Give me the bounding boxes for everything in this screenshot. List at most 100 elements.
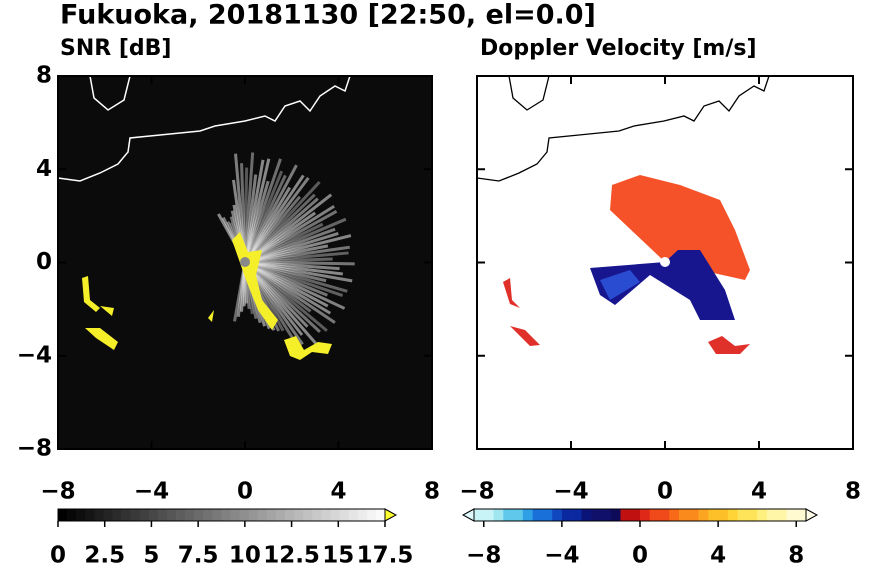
- colorbar-segment: [669, 509, 680, 521]
- colorbar-segment: [552, 509, 563, 521]
- x-tick-label: 8: [845, 479, 861, 505]
- x-tick-label: 8: [424, 479, 440, 505]
- colorbar-segment: [503, 509, 514, 521]
- colorbar-label: 0: [50, 543, 66, 569]
- colorbar-segment: [357, 509, 368, 521]
- colorbar-segment: [139, 509, 150, 521]
- colorbar-label: 10: [229, 543, 261, 569]
- colorbar-segment: [185, 509, 195, 521]
- echo-negative: [590, 250, 735, 320]
- x-tick-label: 0: [237, 479, 253, 505]
- colorbar-label: 5: [143, 543, 159, 569]
- colorbar-segment: [276, 509, 286, 521]
- colorbar-label: 4: [710, 543, 726, 569]
- colorbar-label: 2.5: [84, 543, 125, 569]
- colorbar-extend: [384, 508, 398, 522]
- colorbar-segment: [285, 509, 295, 521]
- colorbar-segment: [85, 509, 95, 521]
- colorbar-segment: [330, 509, 340, 521]
- coastline: [89, 75, 131, 111]
- colorbar-frame: [57, 508, 386, 522]
- colorbar-segment: [176, 509, 186, 521]
- colorbar-segment: [796, 509, 807, 521]
- colorbar-segment: [483, 509, 494, 521]
- colorbar-extend: [805, 508, 819, 522]
- colorbar-segment: [366, 509, 377, 521]
- radar-site: [240, 257, 250, 267]
- echo-blob: [208, 310, 214, 322]
- colorbar-segment: [727, 509, 738, 521]
- colorbar-segment: [294, 509, 304, 521]
- panel-title: Doppler Velocity [m/s]: [480, 36, 757, 61]
- colorbar-segment: [112, 509, 122, 521]
- colorbar-segment: [766, 509, 778, 521]
- echo-blob: [82, 276, 100, 312]
- colorbar-segment: [610, 509, 621, 521]
- colorbar-segment: [493, 509, 504, 521]
- colorbar-label: 17.5: [357, 543, 414, 569]
- colorbar-segment: [94, 509, 104, 521]
- colorbar-segment: [167, 509, 177, 521]
- colorbar-segment: [571, 509, 582, 521]
- colorbar-segment: [522, 509, 533, 521]
- colorbar-segment: [513, 509, 524, 521]
- colorbar-segment: [649, 509, 660, 521]
- y-tick-label: 8: [36, 63, 52, 89]
- colorbar-segment: [591, 509, 602, 521]
- echo-positive: [503, 278, 750, 354]
- colorbar-segment: [212, 509, 222, 521]
- colorbar-segment: [348, 509, 359, 521]
- colorbar-segment: [257, 509, 268, 521]
- colorbar-label: −8: [466, 543, 501, 569]
- x-tick-label: 4: [751, 479, 767, 505]
- colorbar-label: 12.5: [263, 543, 320, 569]
- colorbar-segment: [67, 509, 77, 521]
- colorbar-segment: [698, 509, 709, 521]
- colorbar-label: −4: [544, 543, 579, 569]
- y-tick-label: −4: [17, 342, 52, 368]
- colorbar-segment: [786, 509, 797, 521]
- colorbar-segment: [708, 509, 719, 521]
- colorbar-segment: [542, 509, 553, 521]
- colorbar-segment: [121, 509, 131, 521]
- echo-positive: [610, 175, 750, 280]
- colorbar-segment: [58, 509, 68, 521]
- colorbar-segment: [532, 509, 543, 521]
- y-tick-label: −8: [17, 436, 52, 462]
- y-tick-label: 4: [36, 156, 52, 182]
- snr-yellow: [82, 232, 332, 360]
- colorbar-label: 8: [788, 543, 804, 569]
- x-tick-label: −8: [459, 479, 494, 505]
- colorbar-segment: [130, 509, 141, 521]
- colorbar-segment: [659, 509, 670, 521]
- colorbar-segment: [157, 509, 168, 521]
- x-tick-label: −4: [553, 479, 588, 505]
- colorbar-segment: [688, 509, 699, 521]
- colorbar-segment: [266, 509, 277, 521]
- colorbar-segment: [600, 509, 612, 521]
- colorbar-segment: [757, 509, 768, 521]
- x-tick-label: 0: [657, 479, 673, 505]
- echo-blob: [232, 232, 278, 330]
- colorbar-segment: [203, 509, 213, 521]
- colorbar-segment: [375, 509, 386, 521]
- colorbar-segment: [76, 509, 86, 521]
- coastline: [508, 75, 550, 111]
- colorbar-segment: [103, 509, 113, 521]
- colorbar-segment: [747, 509, 758, 521]
- echo-blob: [100, 306, 114, 316]
- colorbar-segment: [581, 509, 592, 521]
- colorbar-segment: [312, 509, 322, 521]
- colorbar-segment: [194, 509, 204, 521]
- echo-blob: [284, 336, 332, 360]
- colorbar-label: 7.5: [178, 543, 219, 569]
- colorbar-segment: [630, 509, 641, 521]
- colorbar-segment: [718, 509, 729, 521]
- colorbar-segment: [248, 509, 259, 521]
- coastline: [57, 75, 351, 182]
- x-tick-label: −8: [40, 479, 75, 505]
- coastline: [476, 75, 770, 182]
- panel-title: SNR [dB]: [60, 36, 171, 61]
- colorbar-segment: [679, 509, 690, 521]
